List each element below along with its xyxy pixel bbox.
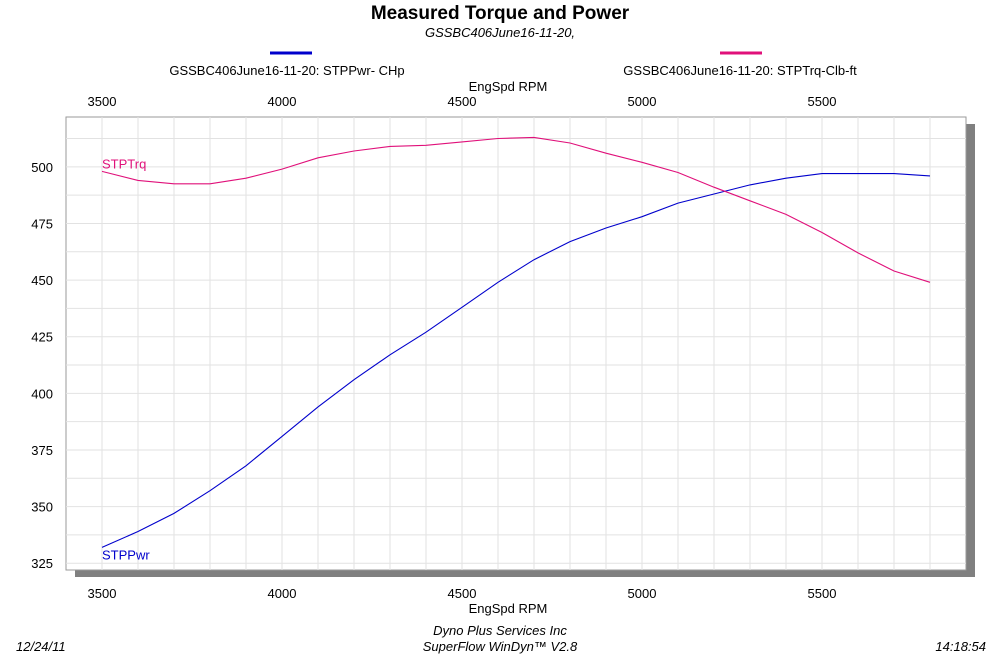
footer-date: 12/24/11 <box>16 639 66 654</box>
x-axis-top-ticks: 3500 4000 4500 5000 5500 <box>88 94 837 109</box>
x-tick-label-top: 5500 <box>808 94 837 109</box>
legend-label-torque: GSSBC406June16-11-20: STPTrq-Clb-ft <box>623 63 857 78</box>
x-axis-label: EngSpd RPM <box>469 601 548 616</box>
y-tick-label: 475 <box>31 216 53 231</box>
x-axis-label-top: EngSpd RPM <box>469 79 548 94</box>
plot-area <box>65 116 967 571</box>
y-tick-label: 350 <box>31 500 53 515</box>
y-tick-label: 425 <box>31 330 53 345</box>
footer-company: Dyno Plus Services Inc <box>433 623 567 638</box>
footer-time: 14:18:54 <box>935 639 986 654</box>
x-tick-label: 4000 <box>268 586 297 601</box>
series-label-stptrq: STPTrq <box>102 156 146 171</box>
y-tick-label: 500 <box>31 160 53 175</box>
x-tick-label: 3500 <box>88 586 117 601</box>
series-line-stppwr <box>101 173 931 548</box>
y-tick-label: 400 <box>31 386 53 401</box>
footer-software: SuperFlow WinDyn™ V2.8 <box>423 639 578 654</box>
x-tick-label: 4500 <box>448 586 477 601</box>
series-line-stptrq <box>101 136 931 283</box>
grid-lines <box>66 117 966 570</box>
chart-title: Measured Torque and Power <box>371 3 630 24</box>
x-tick-label-top: 3500 <box>88 94 117 109</box>
x-tick-label: 5000 <box>628 586 657 601</box>
legend-label-power: GSSBC406June16-11-20: STPPwr- CHp <box>169 63 404 78</box>
y-axis-ticks: 325 350 375 400 425 450 475 500 <box>31 160 53 571</box>
y-tick-label: 325 <box>31 556 53 571</box>
y-tick-label: 450 <box>31 273 53 288</box>
x-axis-bottom-ticks: 3500 4000 4500 5000 5500 <box>88 586 837 601</box>
y-tick-label: 375 <box>31 443 53 458</box>
x-tick-label: 5500 <box>808 586 837 601</box>
chart-subtitle: GSSBC406June16-11-20, <box>425 25 575 40</box>
x-tick-label-top: 4500 <box>448 94 477 109</box>
x-tick-label-top: 4000 <box>268 94 297 109</box>
series-layer: STPPwr STPTrq <box>101 136 931 562</box>
x-tick-label-top: 5000 <box>628 94 657 109</box>
series-label-stppwr: STPPwr <box>102 547 150 562</box>
